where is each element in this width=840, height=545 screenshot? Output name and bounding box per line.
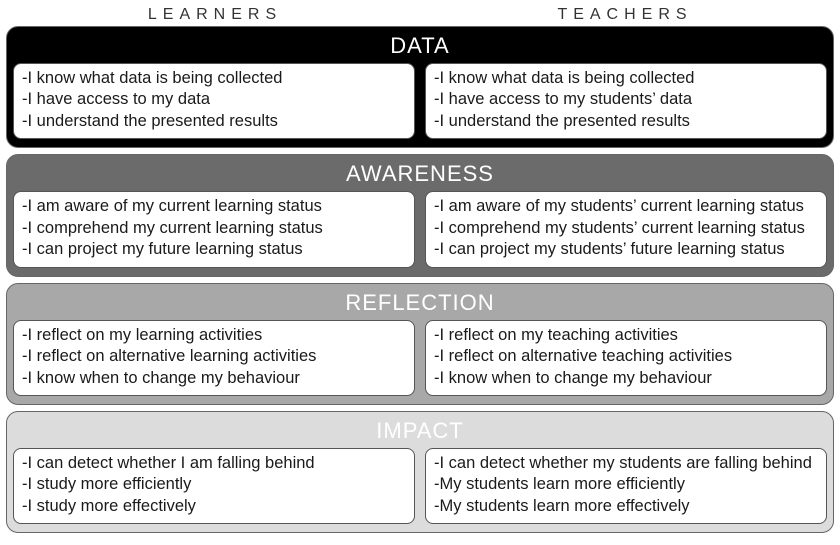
statement-line: -My students learn more effectively <box>434 496 818 517</box>
statement-line: -I am aware of my current learning statu… <box>22 196 406 217</box>
statement-line: -I can project my future learning status <box>22 239 406 260</box>
cell-awareness-teachers: -I am aware of my students’ current lear… <box>425 191 827 267</box>
statement-line: -I know when to change my behaviour <box>22 368 406 389</box>
section-columns: -I know what data is being collected-I h… <box>13 63 827 139</box>
sections-container: DATA-I know what data is being collected… <box>6 26 834 533</box>
statement-line: -I reflect on alternative teaching activ… <box>434 346 818 367</box>
cell-reflection-teachers: -I reflect on my teaching activities-I r… <box>425 320 827 396</box>
cell-awareness-learners: -I am aware of my current learning statu… <box>13 191 415 267</box>
cell-data-learners: -I know what data is being collected-I h… <box>13 63 415 139</box>
section-awareness: AWARENESS -I am aware of my current learn… <box>6 154 834 276</box>
statement-line: -I know what data is being collected <box>22 68 406 89</box>
statement-line: -I study more efficiently <box>22 474 406 495</box>
statement-line: -I reflect on alternative learning activ… <box>22 346 406 367</box>
header-teachers: TEACHERS <box>420 6 830 24</box>
cell-impact-teachers: -I can detect whether my students are fa… <box>425 448 827 524</box>
statement-line: -I know when to change my behaviour <box>434 368 818 389</box>
header-learners: LEARNERS <box>10 6 420 24</box>
statement-line: -I can detect whether I am falling behin… <box>22 453 406 474</box>
statement-line: -I reflect on my learning activities <box>22 325 406 346</box>
statement-line: -I can detect whether my students are fa… <box>434 453 818 474</box>
section-reflection: REFLECTION-I reflect on my learning acti… <box>6 283 834 405</box>
section-columns: -I can detect whether I am falling behin… <box>13 448 827 524</box>
statement-line: -I can project my students’ future learn… <box>434 239 818 260</box>
statement-line: -I have access to my data <box>22 89 406 110</box>
section-impact: IMPACT -I can detect whether I am falling… <box>6 411 834 533</box>
statement-line: -I know what data is being collected <box>434 68 818 89</box>
statement-line: -I understand the presented results <box>434 111 818 132</box>
statement-line: -I comprehend my current learning status <box>22 218 406 239</box>
column-headers: LEARNERS TEACHERS <box>10 6 830 24</box>
statement-line: -I have access to my students’ data <box>434 89 818 110</box>
section-title-reflection: REFLECTION <box>13 288 827 320</box>
section-data: DATA-I know what data is being collected… <box>6 26 834 148</box>
section-title-data: DATA <box>13 31 827 63</box>
cell-reflection-learners: -I reflect on my learning activities-I r… <box>13 320 415 396</box>
statement-line: -I reflect on my teaching activities <box>434 325 818 346</box>
statement-line: -I am aware of my students’ current lear… <box>434 196 818 217</box>
section-title-awareness: AWARENESS <box>13 159 827 191</box>
section-columns: -I reflect on my learning activities-I r… <box>13 320 827 396</box>
statement-line: -My students learn more efficiently <box>434 474 818 495</box>
statement-line: -I understand the presented results <box>22 111 406 132</box>
statement-line: -I comprehend my students’ current learn… <box>434 218 818 239</box>
section-title-impact: IMPACT <box>13 416 827 448</box>
cell-data-teachers: -I know what data is being collected-I h… <box>425 63 827 139</box>
statement-line: -I study more effectively <box>22 496 406 517</box>
section-columns: -I am aware of my current learning statu… <box>13 191 827 267</box>
cell-impact-learners: -I can detect whether I am falling behin… <box>13 448 415 524</box>
